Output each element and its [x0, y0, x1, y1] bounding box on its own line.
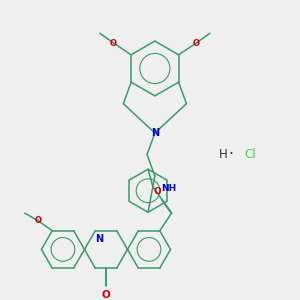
Text: N: N [95, 234, 104, 244]
Text: O: O [193, 38, 200, 47]
Text: O: O [154, 187, 162, 196]
Text: NH: NH [161, 184, 176, 193]
Text: O: O [35, 217, 42, 226]
Text: H: H [219, 148, 228, 161]
Text: Cl: Cl [244, 148, 256, 161]
Text: O: O [110, 38, 117, 47]
Text: ·: · [229, 147, 234, 162]
Text: O: O [102, 290, 110, 300]
Text: N: N [151, 128, 159, 138]
